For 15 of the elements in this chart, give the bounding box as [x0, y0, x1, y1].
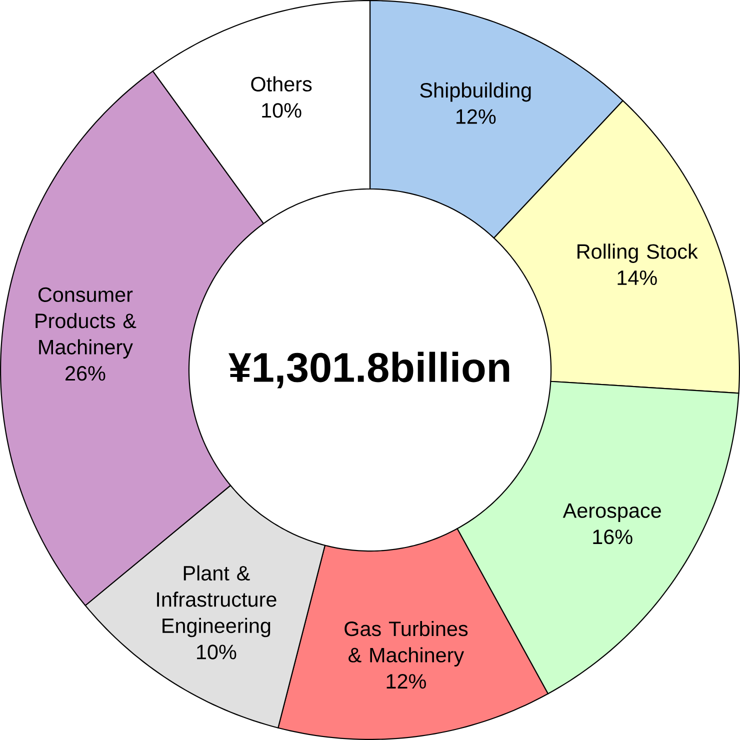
- slice-label: Others: [251, 76, 312, 92]
- data-label: 10%: [262, 103, 302, 118]
- data-label: 12%: [456, 109, 496, 124]
- data-label: 12%: [386, 674, 426, 689]
- slice-label: Gas Turbines & Machinery: [344, 620, 468, 667]
- slice-label: Rolling Stock: [578, 244, 698, 263]
- data-label: 26%: [66, 366, 106, 381]
- slice-label: Shipbuilding: [420, 82, 531, 102]
- slice-label: Consumer Products & Machinery: [36, 287, 136, 359]
- data-label: 10%: [197, 644, 236, 660]
- slice-label: Plant & Infrastructure Engineering: [157, 565, 276, 638]
- text: ¥1,301.8billion: [228, 352, 510, 388]
- data-label: 16%: [593, 529, 632, 544]
- data-label: 14%: [618, 270, 657, 286]
- slice-label: Aerospace: [562, 503, 661, 522]
